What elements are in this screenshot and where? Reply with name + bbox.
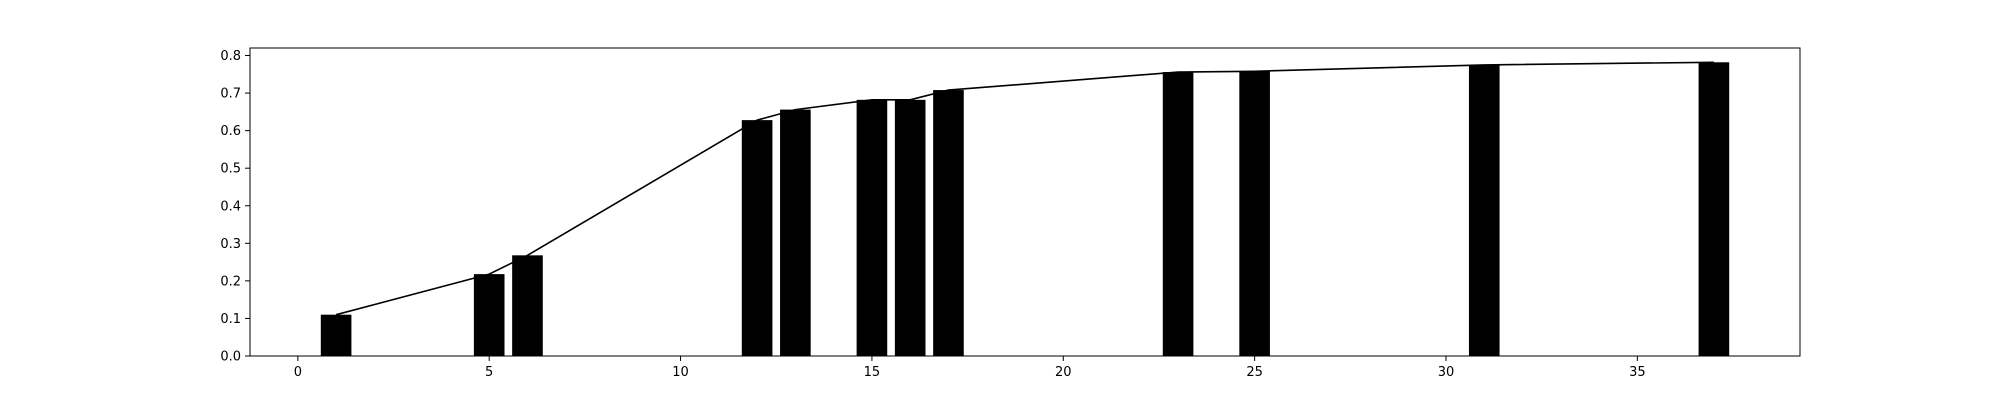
bars-layer: [320, 62, 1730, 357]
bar-31: [1468, 64, 1500, 356]
bar-6: [512, 255, 543, 356]
bar-37: [1698, 62, 1730, 357]
y-tick-label-0.8: 0.8: [220, 49, 241, 64]
axes-layer: 0 5 10 15 20 25 30 35 0.0 0.1 0.2 0.3 0.4 0.5 0.6 0.7 0.…: [220, 47, 1801, 380]
bar-15: [856, 99, 888, 357]
line-layer: [335, 61, 1714, 316]
x-tick-label-35: 35: [1629, 365, 1646, 380]
bar-5: [473, 274, 505, 356]
y-tick-label-0.3: 0.3: [220, 237, 241, 252]
y-tick-label-0.7: 0.7: [220, 87, 241, 102]
bar-17: [933, 90, 964, 356]
x-tick-label-30: 30: [1438, 365, 1455, 380]
bar-12: [741, 120, 773, 357]
bar-13: [780, 109, 811, 356]
plot-frame: [249, 47, 1801, 357]
x-tick-label-0: 0: [294, 365, 302, 380]
bar-25: [1239, 71, 1270, 356]
x-tick-label-10: 10: [672, 365, 689, 380]
x-tick-label-5: 5: [485, 365, 493, 380]
y-tick-label-0.6: 0.6: [220, 124, 241, 139]
y-tick-label-0.1: 0.1: [220, 312, 241, 327]
y-tick-label-0.4: 0.4: [220, 199, 241, 214]
x-tick-label-20: 20: [1055, 365, 1072, 380]
x-tick-label-25: 25: [1246, 365, 1263, 380]
bar-23: [1162, 72, 1194, 356]
bar-16: [894, 99, 926, 357]
series-line: [335, 61, 1714, 316]
y-tick-label-0.0: 0.0: [220, 350, 241, 365]
bar-1: [320, 314, 352, 356]
y-tick-label-0.2: 0.2: [220, 274, 241, 289]
x-tick-label-15: 15: [864, 365, 881, 380]
y-tick-label-0.5: 0.5: [220, 162, 241, 177]
